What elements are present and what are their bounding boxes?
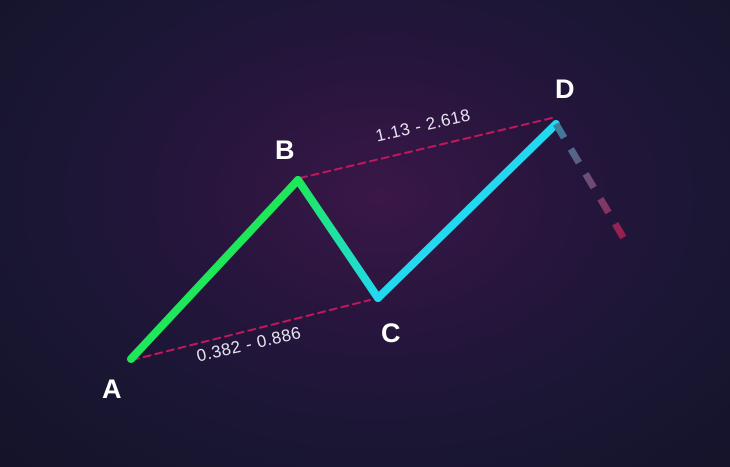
leg-ab bbox=[127, 176, 302, 363]
point-label-d: D bbox=[555, 74, 575, 104]
leg-cd bbox=[374, 120, 560, 302]
projection-leg bbox=[552, 122, 630, 244]
ac-ratio-line bbox=[131, 299, 371, 361]
bd-ratio-line bbox=[299, 117, 553, 179]
point-label-a: A bbox=[102, 374, 122, 404]
leg-cd-cap bbox=[294, 176, 382, 302]
point-label-b: B bbox=[275, 135, 295, 165]
point-label-c: C bbox=[381, 318, 401, 348]
